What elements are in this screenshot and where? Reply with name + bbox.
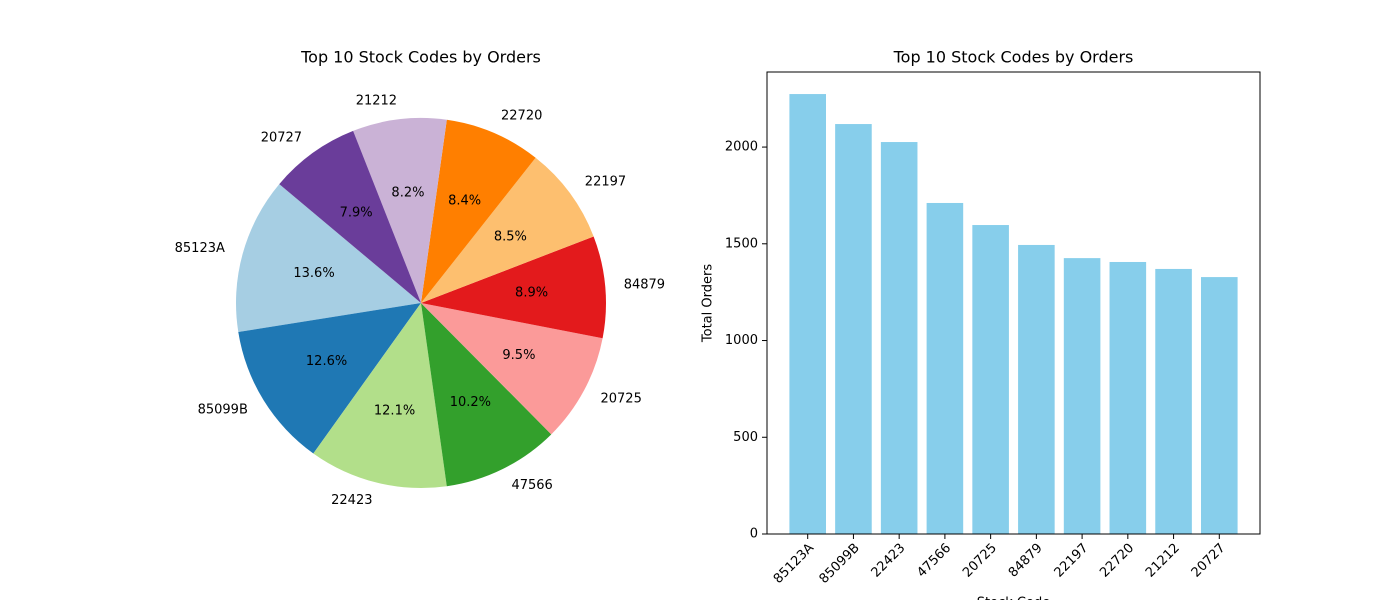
y-tick-label: 2000 bbox=[725, 140, 758, 155]
chart-title: Top 10 Stock Codes by Orders bbox=[300, 48, 541, 67]
x-tick-label: 20727 bbox=[1189, 541, 1229, 581]
pie-label: 84879 bbox=[624, 278, 665, 293]
plot-frame bbox=[766, 71, 1261, 535]
pie-percent: 8.4% bbox=[448, 193, 481, 208]
pie-wedge bbox=[421, 119, 536, 304]
pie-percent: 10.2% bbox=[450, 395, 491, 410]
x-tick-label: 84879 bbox=[1006, 541, 1046, 581]
x-tick-label: 47566 bbox=[914, 541, 954, 581]
pie-wedge bbox=[421, 236, 606, 339]
pie-percent: 8.9% bbox=[515, 286, 548, 301]
pie-label: 21212 bbox=[356, 93, 397, 108]
x-tick-label: 21212 bbox=[1143, 541, 1183, 581]
bar bbox=[1155, 268, 1192, 534]
pie-wedge bbox=[421, 157, 594, 303]
y-tick-label: 500 bbox=[733, 430, 758, 445]
pie-wedge bbox=[421, 303, 552, 487]
x-tick-label: 22720 bbox=[1097, 541, 1137, 581]
pie-label: 20725 bbox=[600, 391, 641, 406]
bar bbox=[789, 94, 826, 535]
pie-label: 47566 bbox=[511, 478, 552, 493]
bar bbox=[1201, 277, 1238, 534]
pie-percent: 13.6% bbox=[293, 266, 334, 281]
y-axis-label: Total Orders bbox=[701, 264, 716, 343]
bar bbox=[972, 225, 1009, 535]
x-tick-label: 22423 bbox=[869, 541, 909, 581]
pie-percent: 8.5% bbox=[494, 230, 527, 245]
pie-label: 22720 bbox=[501, 108, 542, 123]
pie-percent: 9.5% bbox=[502, 348, 535, 363]
pie-label: 22423 bbox=[331, 493, 372, 508]
bar bbox=[835, 124, 872, 534]
bar bbox=[1018, 244, 1055, 535]
x-tick-label: 22197 bbox=[1052, 541, 1092, 581]
pie-label: 20727 bbox=[261, 130, 302, 145]
bar bbox=[1109, 261, 1147, 534]
y-tick-label: 1500 bbox=[725, 236, 758, 251]
pie-wedge bbox=[235, 184, 421, 332]
pie-label: 85099B bbox=[198, 402, 248, 417]
chart-title: Top 10 Stock Codes by Orders bbox=[893, 48, 1134, 67]
x-tick-label: 85123A bbox=[771, 541, 817, 587]
y-tick-label: 0 bbox=[750, 527, 758, 542]
pie-label: 85123A bbox=[175, 241, 225, 256]
bar bbox=[1063, 258, 1101, 534]
x-tick-label: 20725 bbox=[960, 541, 1000, 581]
pie-wedge bbox=[279, 130, 421, 303]
pie-wedge bbox=[353, 118, 447, 303]
pie-wedge bbox=[238, 303, 421, 454]
x-tick-label: 85099B bbox=[817, 541, 863, 587]
pie-percent: 7.9% bbox=[340, 205, 373, 220]
pie-percent: 12.1% bbox=[374, 403, 415, 418]
pie-wedge bbox=[313, 303, 447, 488]
pie-percent: 12.6% bbox=[306, 354, 347, 369]
x-axis-label: Stock Code bbox=[977, 596, 1050, 600]
pie-wedge bbox=[421, 303, 603, 435]
pie-percent: 8.2% bbox=[391, 185, 424, 200]
pie-label: 22197 bbox=[585, 175, 626, 190]
bar bbox=[880, 142, 918, 535]
y-tick-label: 1000 bbox=[725, 333, 758, 348]
bar bbox=[926, 202, 964, 534]
